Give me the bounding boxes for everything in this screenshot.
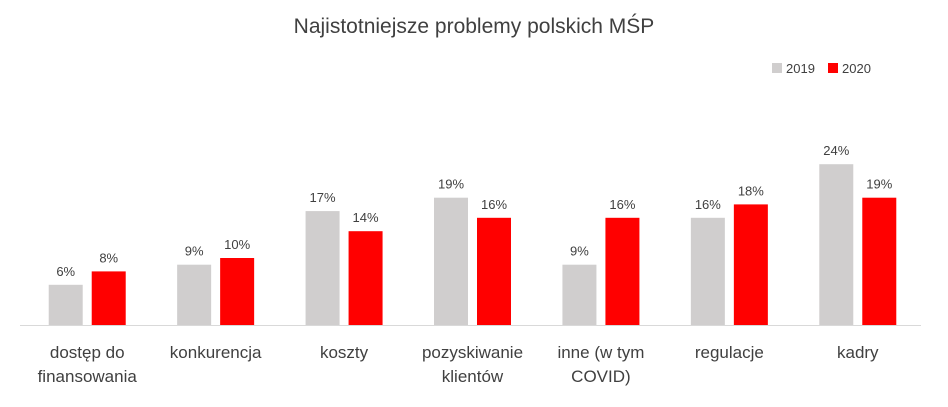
legend-swatch-2019: [772, 63, 782, 73]
data-label-2020-1: 10%: [224, 237, 250, 252]
category-label-4-line-1: COVID): [571, 367, 631, 386]
bar-2019-1: [177, 264, 212, 325]
bar-2019-2: [305, 211, 340, 325]
data-label-2020-0: 8%: [99, 250, 118, 265]
category-label-1-line-0: konkurencja: [170, 343, 262, 362]
category-label-3-line-0: pozyskiwanie: [422, 343, 523, 362]
bar-2019-0: [48, 284, 83, 325]
data-label-2020-6: 19%: [866, 177, 892, 192]
category-label-6-line-0: kadry: [837, 343, 879, 362]
category-label-2-line-0: koszty: [320, 343, 369, 362]
legend-label-2019: 2019: [786, 61, 815, 76]
data-label-2020-5: 18%: [738, 183, 764, 198]
legend: 2019 2020: [772, 61, 871, 76]
category-label-3-line-1: klientów: [442, 367, 504, 386]
chart-title: Najistotniejsze problemy polskich MŚP: [294, 14, 655, 38]
bar-2019-6: [819, 164, 854, 325]
data-label-2019-3: 19%: [438, 177, 464, 192]
bar-2020-6: [862, 197, 897, 325]
data-label-2019-1: 9%: [185, 244, 204, 259]
data-label-2020-2: 14%: [353, 210, 379, 225]
bar-2019-3: [434, 197, 468, 325]
bar-2020-0: [91, 271, 126, 325]
bars-group: [48, 164, 897, 325]
category-label-0-line-1: finansowania: [38, 367, 138, 386]
data-labels-group: 6% 8% 9% 10% 17% 14% 19% 16% 9% 16% 16% 18% 24% 19%: [56, 143, 892, 279]
data-label-2020-4: 16%: [609, 197, 635, 212]
data-label-2019-5: 16%: [695, 197, 721, 212]
legend-label-2020: 2020: [842, 61, 871, 76]
category-label-0-line-0: dostęp do: [50, 343, 125, 362]
data-label-2019-0: 6%: [56, 264, 75, 279]
legend-swatch-2020: [828, 63, 838, 73]
data-label-2019-6: 24%: [823, 143, 849, 158]
data-label-2020-3: 16%: [481, 197, 507, 212]
bar-2020-2: [348, 231, 383, 325]
category-label-4-line-0: inne (w tym: [557, 343, 644, 362]
data-label-2019-4: 9%: [570, 244, 589, 259]
bar-2020-5: [733, 204, 768, 325]
bar-2019-5: [690, 217, 725, 325]
bar-2020-4: [605, 217, 640, 325]
bar-2020-1: [220, 258, 255, 325]
bar-2020-3: [477, 217, 511, 325]
category-label-5-line-0: regulacje: [695, 343, 764, 362]
data-label-2019-2: 17%: [310, 190, 336, 205]
category-labels-group: dostęp do finansowania konkurencja koszty po…: [38, 343, 879, 386]
bar-2019-4: [562, 264, 597, 325]
